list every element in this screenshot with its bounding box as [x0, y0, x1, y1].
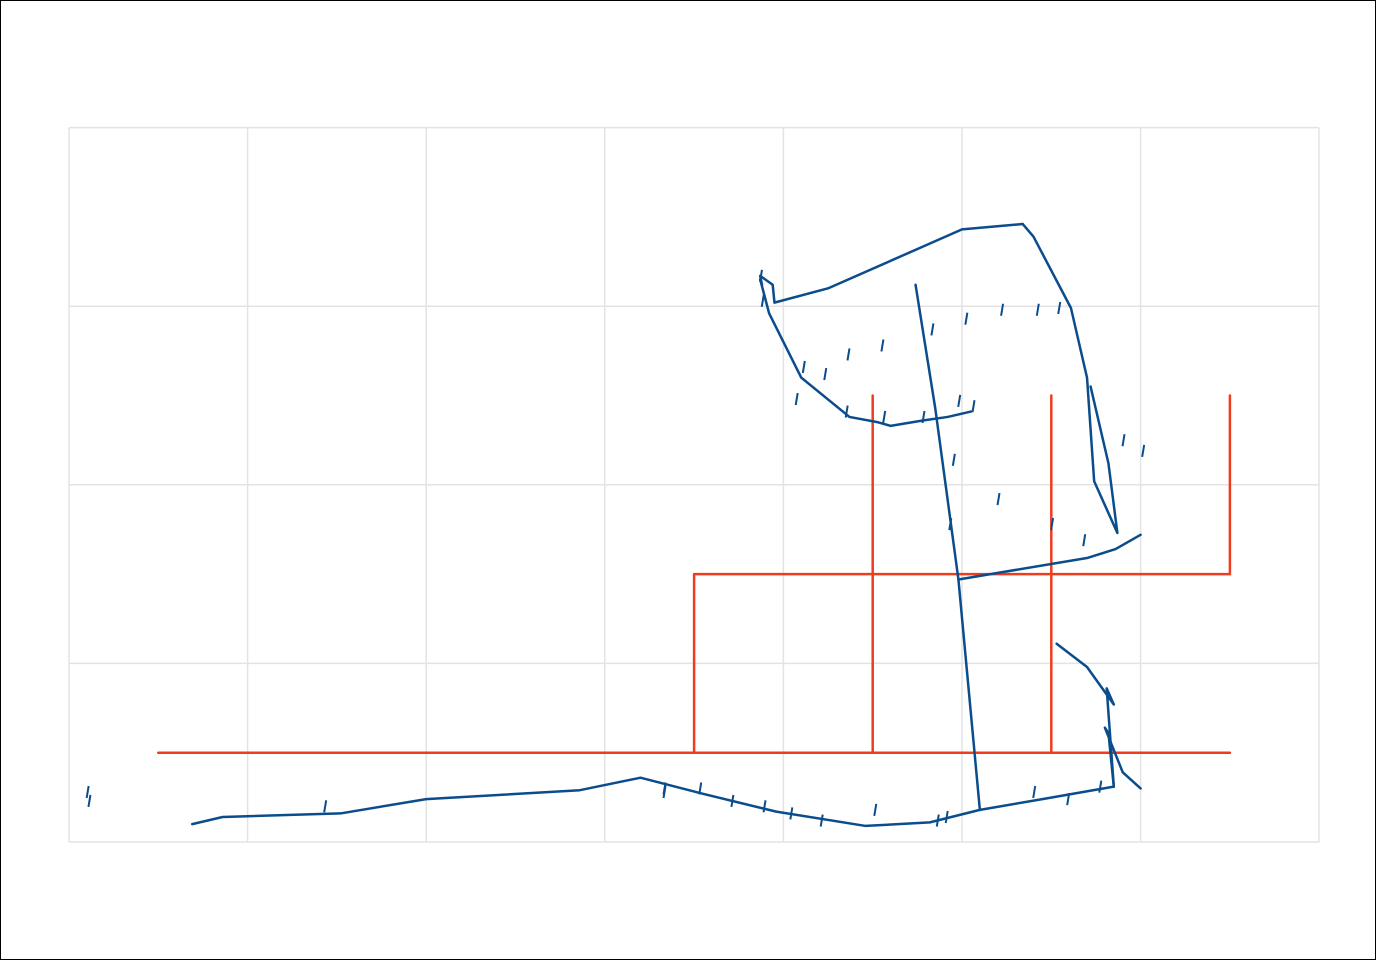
- blue-network: [85, 222, 1146, 828]
- blue-network-tick: [921, 410, 926, 424]
- blue-network-line: [914, 283, 982, 812]
- blue-network-tick: [948, 517, 953, 531]
- blue-network-tick: [1000, 303, 1005, 316]
- blue-network-tick: [971, 400, 976, 413]
- blue-network-tick: [1035, 303, 1040, 316]
- blue-network-tick: [944, 810, 949, 824]
- blue-network-tick: [1098, 780, 1103, 793]
- blue-network-tick: [930, 323, 935, 336]
- grid: [68, 126, 1320, 843]
- blue-network-tick: [1141, 444, 1146, 458]
- blue-network-line: [758, 278, 973, 428]
- blue-network-tick: [1032, 785, 1037, 799]
- blue-network-line: [1055, 642, 1116, 788]
- blue-network-tick: [698, 782, 703, 795]
- red-network-line: [692, 394, 1232, 754]
- blue-network-tick: [846, 348, 851, 361]
- blue-network-tick: [823, 367, 828, 381]
- blue-network-tick: [957, 394, 962, 408]
- blue-network-tick: [730, 794, 735, 808]
- blue-network-tick: [662, 785, 667, 799]
- blue-network-tick: [758, 269, 763, 283]
- red-network: [157, 394, 1232, 754]
- blue-network-tick: [760, 294, 765, 308]
- blue-network-line: [190, 776, 1116, 828]
- blue-network-tick: [1082, 534, 1087, 547]
- blue-network-tick: [1057, 301, 1062, 315]
- blue-network-tick: [85, 785, 90, 799]
- blue-network-tick: [323, 800, 328, 813]
- blue-network-tick: [801, 360, 806, 374]
- blue-network-tick: [844, 405, 849, 418]
- blue-network-tick: [873, 803, 878, 817]
- blue-network-tick: [1050, 517, 1055, 531]
- blue-network-tick: [951, 453, 956, 466]
- blue-network-tick: [964, 312, 969, 325]
- blue-network-tick: [819, 814, 824, 827]
- blue-network-line: [758, 222, 1024, 304]
- blue-network-tick: [87, 794, 92, 808]
- blue-network-tick: [996, 492, 1001, 506]
- blue-network-tick: [1121, 433, 1126, 447]
- blue-network-tick: [762, 800, 767, 813]
- blue-network-tick: [935, 814, 940, 827]
- blue-network-line: [1021, 222, 1119, 535]
- blue-network-line: [957, 533, 1142, 581]
- blue-network-tick: [794, 392, 799, 406]
- blue-network-tick: [789, 807, 794, 820]
- blue-network-tick: [1066, 792, 1071, 806]
- blue-network-tick: [880, 339, 885, 352]
- blue-network-tick: [882, 410, 887, 424]
